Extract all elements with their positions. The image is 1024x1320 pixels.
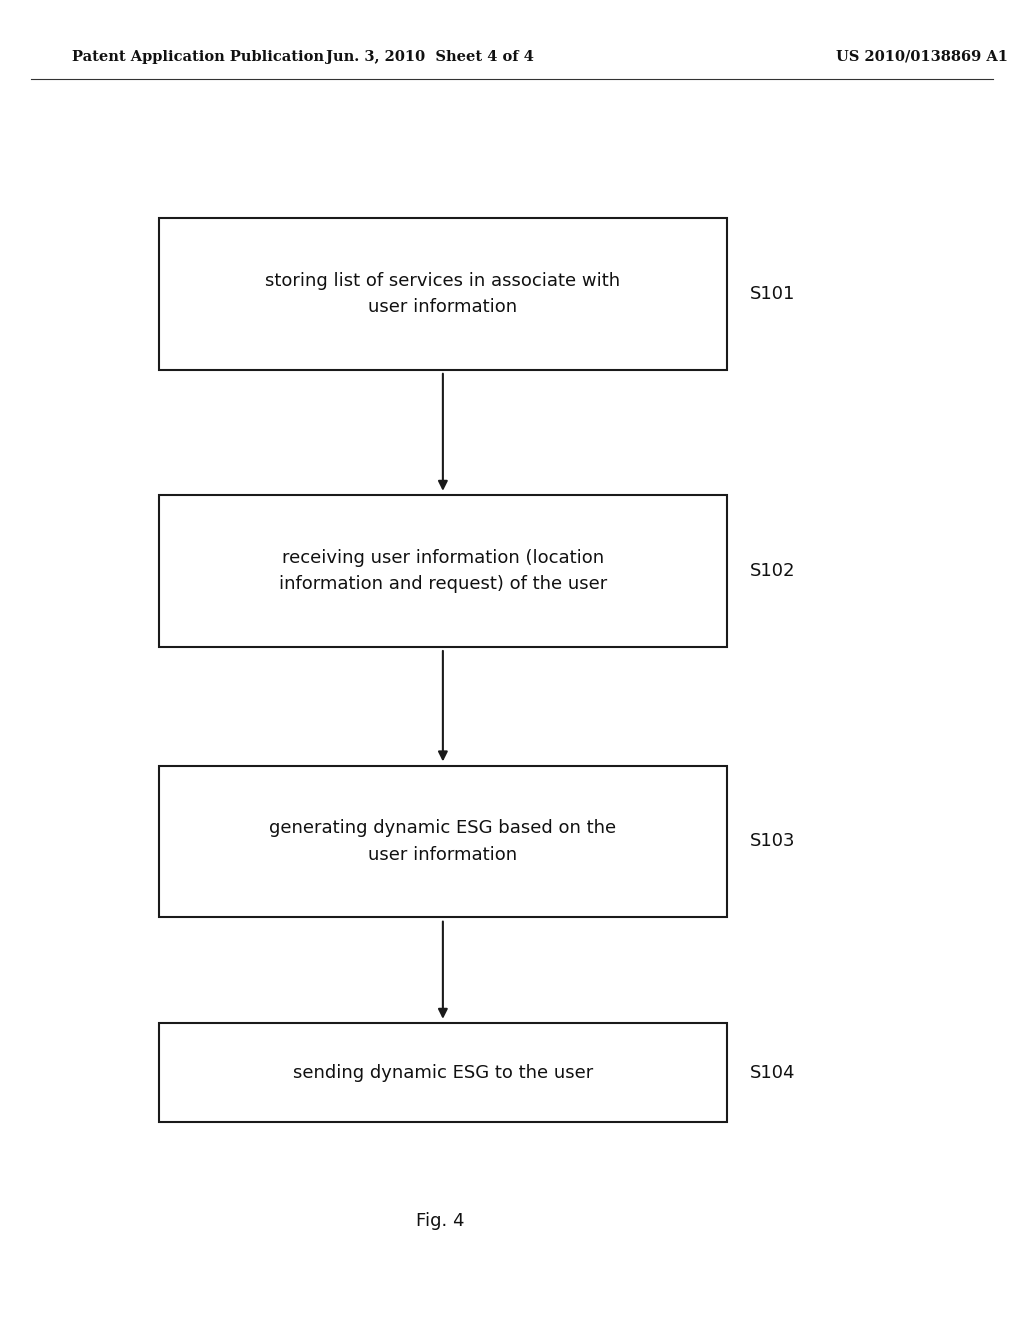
Text: S104: S104 xyxy=(750,1064,795,1081)
FancyBboxPatch shape xyxy=(159,766,727,917)
Text: generating dynamic ESG based on the
user information: generating dynamic ESG based on the user… xyxy=(269,820,616,863)
Text: S102: S102 xyxy=(750,562,795,579)
Text: US 2010/0138869 A1: US 2010/0138869 A1 xyxy=(836,50,1008,63)
Text: Jun. 3, 2010  Sheet 4 of 4: Jun. 3, 2010 Sheet 4 of 4 xyxy=(326,50,535,63)
FancyBboxPatch shape xyxy=(159,1023,727,1122)
Text: S101: S101 xyxy=(750,285,795,302)
Text: S103: S103 xyxy=(750,833,795,850)
Text: sending dynamic ESG to the user: sending dynamic ESG to the user xyxy=(293,1064,593,1081)
Text: receiving user information (location
information and request) of the user: receiving user information (location inf… xyxy=(279,549,607,593)
FancyBboxPatch shape xyxy=(159,218,727,370)
Text: Fig. 4: Fig. 4 xyxy=(416,1212,465,1230)
Text: Patent Application Publication: Patent Application Publication xyxy=(72,50,324,63)
Text: storing list of services in associate with
user information: storing list of services in associate wi… xyxy=(265,272,621,315)
FancyBboxPatch shape xyxy=(159,495,727,647)
